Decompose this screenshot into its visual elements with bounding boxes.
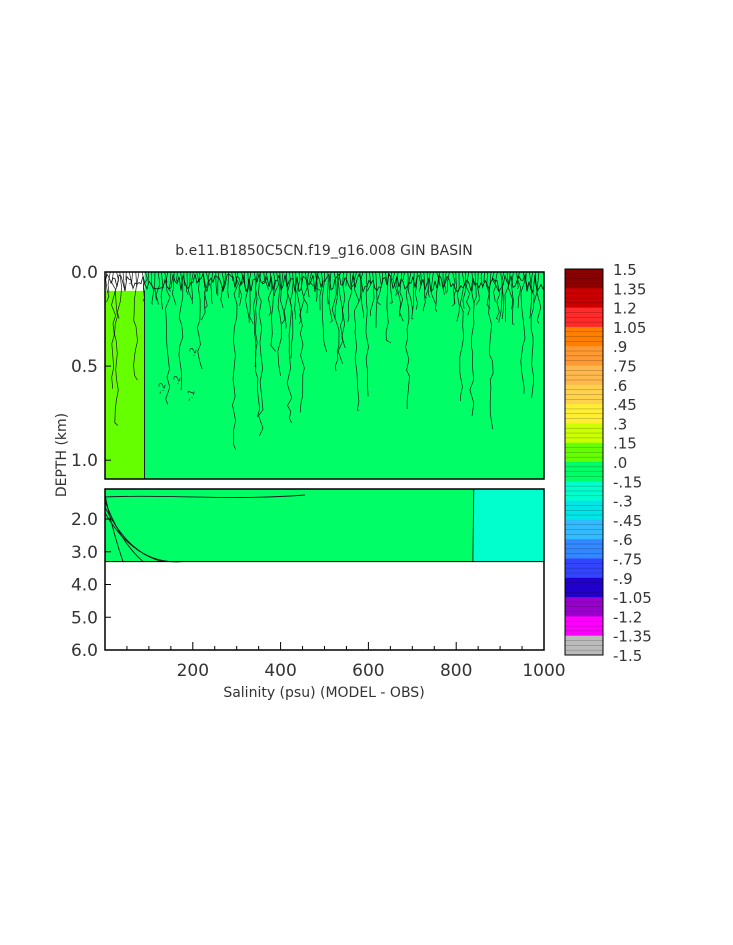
x-tick-label: 800 bbox=[440, 661, 472, 681]
colorbar-label: .45 bbox=[613, 396, 637, 414]
colorbar-label: .9 bbox=[613, 338, 627, 356]
x-axis-label: Salinity (psu) (MODEL - OBS) bbox=[223, 685, 424, 701]
y-tick-label: 0.0 bbox=[71, 263, 98, 283]
contour-label: .2 bbox=[171, 375, 183, 386]
surface-fringe bbox=[104, 272, 544, 294]
upper-panel-frame bbox=[104, 271, 545, 480]
lower-panel bbox=[104, 488, 545, 651]
colorbar-label: -.6 bbox=[613, 531, 633, 549]
x-tick-label: 1000 bbox=[522, 661, 565, 681]
colorbar-swatch bbox=[565, 635, 603, 656]
x-tick-label: 200 bbox=[177, 661, 209, 681]
deep-contours bbox=[104, 488, 475, 563]
colorbar-swatch bbox=[565, 269, 603, 289]
contour-lines bbox=[105, 271, 542, 450]
colorbar-swatch bbox=[565, 481, 603, 502]
colorbar-label: -1.5 bbox=[613, 647, 642, 665]
colorbar-swatch bbox=[565, 616, 603, 637]
colorbar-label: -1.35 bbox=[613, 628, 652, 646]
colorbar-label: -.9 bbox=[613, 570, 633, 588]
colorbar-label: .3 bbox=[613, 415, 627, 433]
y-tick-label: 0.5 bbox=[71, 357, 98, 377]
colorbar-swatch bbox=[565, 365, 603, 386]
x-axis: 200 400 600 800 1000 bbox=[126, 642, 566, 681]
colorbar-swatch bbox=[565, 384, 603, 405]
colorbar-label: 1.05 bbox=[613, 319, 646, 337]
field-region bbox=[144, 272, 544, 479]
upper-panel bbox=[104, 271, 545, 480]
field-region bbox=[473, 489, 544, 562]
colorbar-swatch bbox=[565, 519, 603, 540]
contour-label: -.1 bbox=[184, 388, 197, 403]
chart-title: b.e11.B1850C5CN.f19_g16.008 GIN BASIN bbox=[175, 243, 472, 259]
colorbar-swatch bbox=[565, 558, 603, 579]
colorbar-label: .0 bbox=[613, 454, 627, 472]
colorbar-label: .15 bbox=[613, 435, 637, 453]
contour-label: .2 bbox=[187, 347, 199, 358]
colorbar-label: -.15 bbox=[613, 473, 642, 491]
contour-labels: -.2.2.2-.1 bbox=[155, 347, 199, 403]
colorbar-swatch bbox=[565, 442, 603, 463]
y-tick-label: 5.0 bbox=[71, 608, 98, 628]
colorbar-label: .75 bbox=[613, 358, 637, 376]
colorbar-label: -.45 bbox=[613, 512, 642, 530]
x-tick-label: 400 bbox=[264, 661, 296, 681]
colorbar-swatch bbox=[565, 500, 603, 521]
y-tick-label: 2.0 bbox=[71, 510, 98, 530]
colorbar-swatch bbox=[565, 346, 603, 366]
colorbar-label: -1.2 bbox=[613, 608, 642, 626]
y-tick-label: 6.0 bbox=[71, 641, 98, 661]
colorbar-label: -.75 bbox=[613, 551, 642, 569]
field-region bbox=[105, 290, 145, 479]
colorbar-swatch bbox=[565, 307, 603, 328]
y-tick-label: 4.0 bbox=[71, 576, 98, 596]
colorbar-label: 1.5 bbox=[613, 261, 637, 279]
y-tick-label: 3.0 bbox=[71, 543, 98, 563]
field-region bbox=[105, 489, 474, 562]
contour-label: -.2 bbox=[155, 381, 168, 396]
colorbar-label: 1.35 bbox=[613, 280, 646, 298]
colorbar-swatch bbox=[565, 539, 603, 559]
colorbar-swatch bbox=[565, 404, 603, 424]
colorbar-swatch bbox=[565, 597, 603, 617]
colorbar-label: -.3 bbox=[613, 493, 633, 511]
y-axis: 0.0 0.5 1.0 2.0 3.0 4.0 5.0 6.0 bbox=[71, 263, 111, 661]
colorbar-swatch bbox=[565, 462, 603, 482]
x-tick-label: 600 bbox=[352, 661, 384, 681]
colorbar: 1.51.351.21.05.9.75.6.45.3.15.0-.15-.3-.… bbox=[564, 261, 652, 665]
y-tick-label: 1.0 bbox=[71, 451, 98, 471]
colorbar-swatch bbox=[565, 577, 603, 598]
colorbar-swatch bbox=[565, 423, 603, 444]
colorbar-swatch bbox=[565, 288, 603, 309]
colorbar-label: -1.05 bbox=[613, 589, 652, 607]
colorbar-label: 1.2 bbox=[613, 300, 637, 318]
colorbar-label: .6 bbox=[613, 377, 627, 395]
colorbar-swatch bbox=[565, 326, 603, 347]
y-axis-label: DEPTH (km) bbox=[54, 413, 70, 497]
